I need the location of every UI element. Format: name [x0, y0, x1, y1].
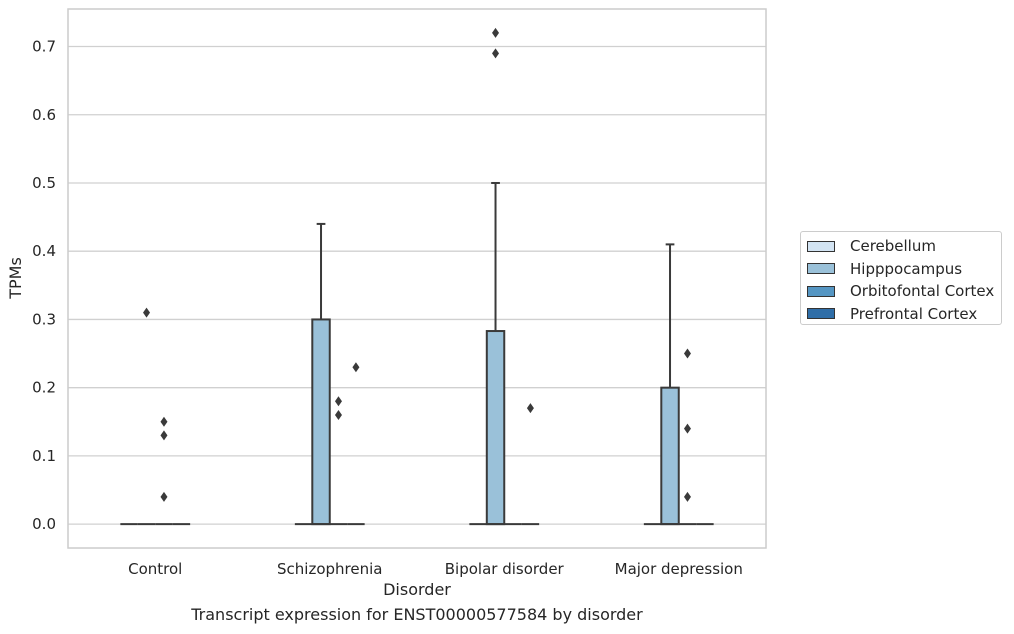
y-tick-labels: 0.0 0.1 0.2 0.3 0.4 0.5 0.6 0.7 [32, 38, 56, 534]
y-axis-label: TPMs [6, 257, 25, 300]
legend-label: Cerebellum [850, 237, 936, 256]
legend-label: Hipppocampus [850, 259, 963, 278]
y-tick-label: 0.6 [32, 106, 56, 124]
box-group [137, 307, 156, 526]
box-group [329, 396, 348, 526]
outlier-point [334, 396, 342, 407]
outlier-point [143, 307, 151, 318]
outlier-point [683, 491, 691, 502]
box-group [521, 403, 540, 526]
y-tick-label: 0.3 [32, 310, 56, 328]
box-group [311, 222, 331, 526]
y-tick-label: 0.5 [32, 174, 56, 192]
legend-swatch [807, 240, 835, 252]
outlier-point [160, 491, 168, 502]
outlier-point [160, 430, 168, 441]
gridlines [68, 45, 766, 525]
box-group [155, 416, 173, 526]
y-tick-label: 0.1 [32, 447, 56, 465]
box [660, 386, 680, 526]
legend-swatch [807, 263, 835, 275]
legend-item-orbitofrontal-cortex: Orbitofontal Cortex [807, 280, 1001, 303]
box [311, 318, 331, 526]
legend-item-prefrontal-cortex: Prefrontal Cortex [807, 303, 1001, 326]
y-tick-label: 0.2 [32, 379, 56, 397]
box [485, 330, 506, 526]
box-group [347, 362, 365, 526]
outlier-point [492, 48, 500, 59]
legend-swatch [807, 285, 835, 297]
legend-label: Prefrontal Cortex [850, 304, 978, 323]
box-group [678, 348, 697, 526]
x-axis-label: Disorder [383, 580, 451, 599]
y-tick-label: 0.0 [32, 515, 56, 533]
x-tick-label: Major depression [615, 560, 743, 578]
y-tick-label: 0.4 [32, 242, 56, 260]
box-marks [120, 27, 714, 526]
outlier-point [352, 362, 360, 373]
x-tick-label: Schizophrenia [277, 560, 382, 578]
plot-frame [67, 8, 767, 549]
outlier-point [683, 423, 691, 434]
x-tick-labels: Control Schizophrenia Bipolar disorder Majo… [128, 560, 743, 578]
outlier-point [492, 27, 500, 38]
outlier-point [160, 416, 168, 427]
legend-item-cerebellum: Cerebellum [807, 235, 1001, 258]
legend-label: Orbitofontal Cortex [850, 282, 995, 301]
box-group [485, 27, 506, 526]
legend: Cerebellum Hipppocampus Orbitofontal Cor… [800, 231, 1002, 325]
chart-caption: Transcript expression for ENST0000057758… [191, 605, 643, 624]
legend-item-hippocampus: Hipppocampus [807, 258, 1001, 281]
box-group [660, 243, 680, 526]
legend-swatch [807, 308, 835, 320]
outlier-point [526, 403, 534, 414]
y-tick-label: 0.7 [32, 38, 56, 56]
x-tick-label: Control [128, 560, 182, 578]
outlier-point [683, 348, 691, 359]
x-tick-label: Bipolar disorder [445, 560, 565, 578]
outlier-point [334, 409, 342, 420]
